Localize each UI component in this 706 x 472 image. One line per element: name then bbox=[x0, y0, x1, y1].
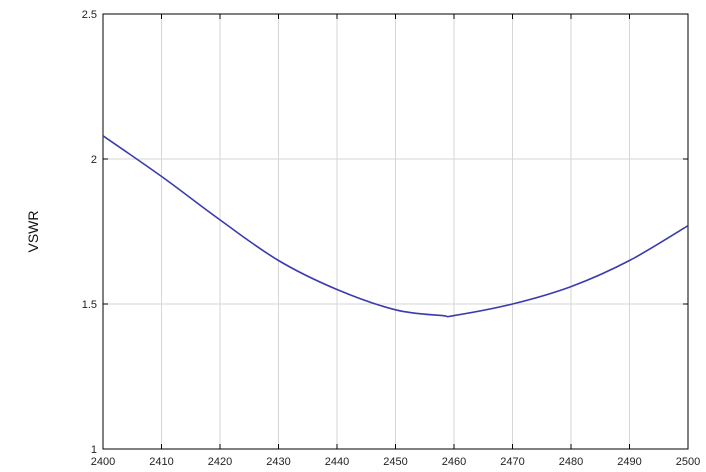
x-tick-label: 2440 bbox=[325, 456, 349, 468]
y-tick-labels: 1 1.5 2 2.5 bbox=[82, 9, 97, 456]
x-tick-label: 2490 bbox=[617, 456, 641, 468]
vswr-series-line bbox=[102, 135, 689, 318]
x-tick-label: 2430 bbox=[266, 456, 290, 468]
y-tick-label: 1 bbox=[91, 444, 97, 456]
y-axis-label: VSWR bbox=[25, 211, 41, 253]
x-tick-label: 2420 bbox=[208, 456, 232, 468]
ticks bbox=[102, 13, 689, 450]
y-tick-label: 1.5 bbox=[82, 299, 97, 311]
series-group bbox=[102, 135, 689, 318]
x-tick-label: 2480 bbox=[559, 456, 583, 468]
x-tick-labels: 2400 2410 2420 2430 2440 2450 2460 2470 2480 2490… bbox=[91, 456, 700, 468]
x-tick-label: 2500 bbox=[676, 456, 700, 468]
x-tick-label: 2470 bbox=[500, 456, 524, 468]
x-tick-label: 2400 bbox=[91, 456, 115, 468]
x-tick-label: 2410 bbox=[149, 456, 173, 468]
y-tick-label: 2.5 bbox=[82, 9, 97, 21]
y-tick-label: 2 bbox=[91, 154, 97, 166]
x-tick-label: 2450 bbox=[383, 456, 407, 468]
grid bbox=[103, 14, 688, 449]
x-tick-label: 2460 bbox=[442, 456, 466, 468]
